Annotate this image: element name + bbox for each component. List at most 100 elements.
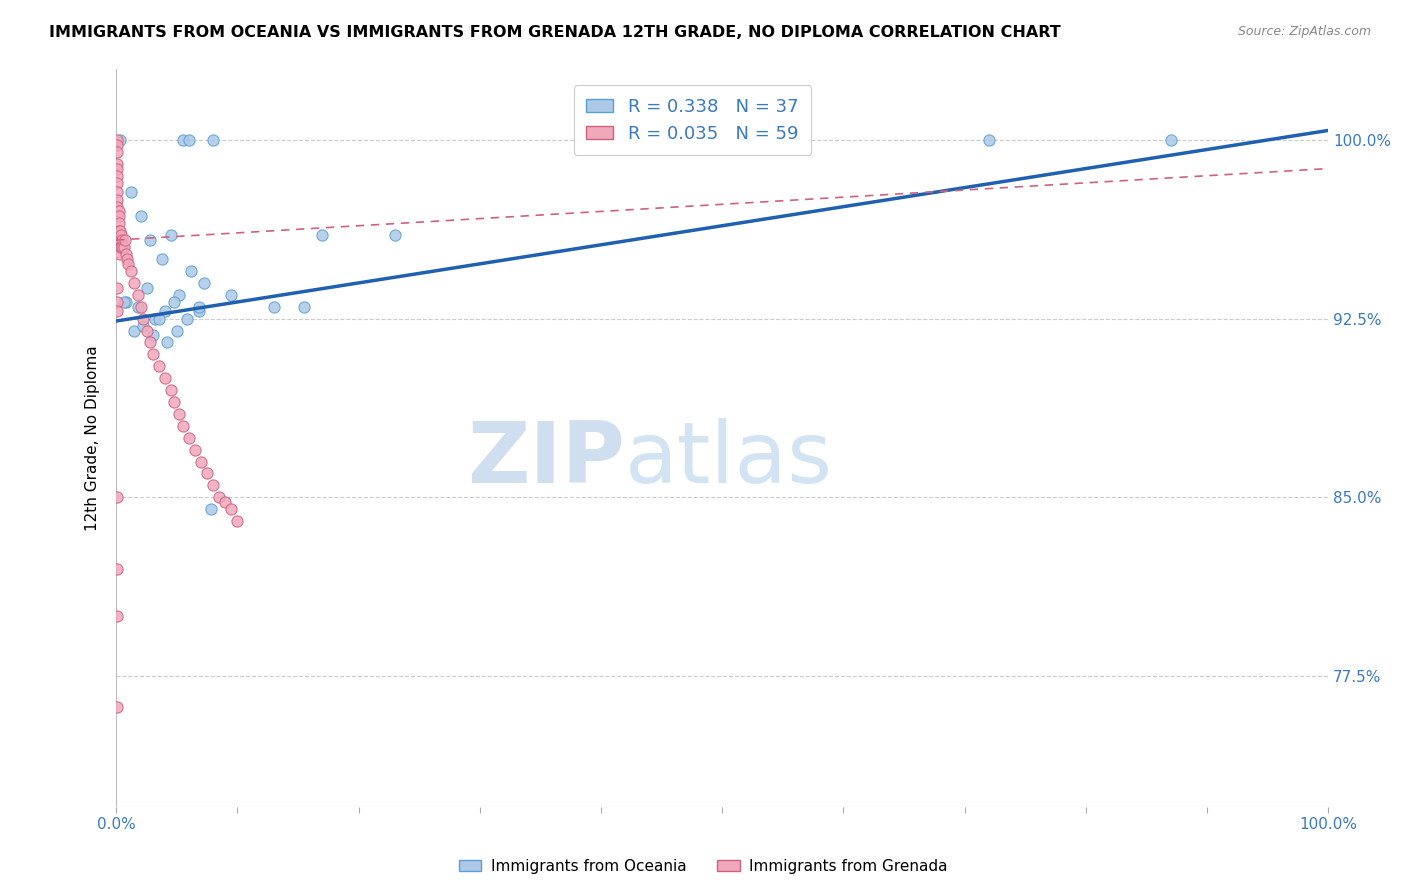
Point bbox=[148, 359, 170, 374]
Text: IMMIGRANTS FROM OCEANIA VS IMMIGRANTS FROM GRENADA 12TH GRADE, NO DIPLOMA CORREL: IMMIGRANTS FROM OCEANIA VS IMMIGRANTS FR… bbox=[49, 25, 1062, 40]
Point bbox=[143, 311, 166, 326]
Point bbox=[195, 467, 218, 481]
Point bbox=[110, 240, 132, 254]
Point bbox=[156, 335, 179, 350]
Point bbox=[115, 247, 138, 261]
Point bbox=[169, 288, 191, 302]
Point bbox=[115, 252, 138, 266]
Point bbox=[108, 133, 131, 147]
Point bbox=[112, 240, 135, 254]
Point bbox=[177, 431, 200, 445]
Point bbox=[107, 228, 129, 243]
Point bbox=[115, 295, 138, 310]
Point bbox=[107, 562, 129, 576]
Point bbox=[117, 257, 139, 271]
Point bbox=[163, 295, 186, 310]
Legend: Immigrants from Oceania, Immigrants from Grenada: Immigrants from Oceania, Immigrants from… bbox=[453, 853, 953, 880]
Point bbox=[589, 133, 612, 147]
Point bbox=[142, 328, 165, 343]
Point bbox=[263, 300, 285, 314]
Point bbox=[180, 264, 202, 278]
Point bbox=[132, 318, 155, 333]
Point bbox=[159, 383, 181, 397]
Point bbox=[107, 491, 129, 505]
Point bbox=[977, 133, 1000, 147]
Point bbox=[127, 288, 149, 302]
Point bbox=[169, 407, 191, 421]
Point bbox=[150, 252, 173, 266]
Point bbox=[107, 137, 129, 152]
Point bbox=[153, 371, 176, 385]
Point bbox=[112, 295, 135, 310]
Point bbox=[159, 228, 181, 243]
Point bbox=[184, 442, 207, 457]
Point bbox=[221, 502, 243, 516]
Point bbox=[214, 495, 236, 509]
Point bbox=[148, 311, 170, 326]
Point bbox=[107, 157, 129, 171]
Point bbox=[129, 300, 152, 314]
Point bbox=[107, 204, 129, 219]
Point bbox=[129, 209, 152, 223]
Point bbox=[127, 300, 149, 314]
Point bbox=[187, 304, 209, 318]
Point bbox=[124, 324, 146, 338]
Y-axis label: 12th Grade, No Diploma: 12th Grade, No Diploma bbox=[86, 345, 100, 531]
Point bbox=[107, 700, 129, 714]
Point bbox=[226, 514, 249, 528]
Point bbox=[108, 223, 131, 237]
Point bbox=[142, 347, 165, 361]
Point bbox=[132, 311, 155, 326]
Point bbox=[208, 491, 231, 505]
Point bbox=[177, 133, 200, 147]
Point bbox=[221, 288, 243, 302]
Point bbox=[114, 233, 136, 247]
Point bbox=[202, 478, 225, 492]
Point bbox=[108, 247, 131, 261]
Point bbox=[107, 200, 129, 214]
Point bbox=[311, 228, 333, 243]
Point bbox=[107, 281, 129, 295]
Point bbox=[107, 186, 129, 200]
Text: Source: ZipAtlas.com: Source: ZipAtlas.com bbox=[1237, 25, 1371, 38]
Point bbox=[111, 233, 134, 247]
Point bbox=[1160, 133, 1182, 147]
Point bbox=[107, 133, 129, 147]
Point bbox=[202, 133, 225, 147]
Point bbox=[107, 223, 129, 237]
Point bbox=[107, 161, 129, 176]
Point bbox=[153, 304, 176, 318]
Point bbox=[124, 276, 146, 290]
Text: ZIP: ZIP bbox=[468, 418, 626, 501]
Point bbox=[200, 502, 222, 516]
Point bbox=[176, 311, 198, 326]
Legend: R = 0.338   N = 37, R = 0.035   N = 59: R = 0.338 N = 37, R = 0.035 N = 59 bbox=[574, 85, 811, 155]
Text: atlas: atlas bbox=[626, 418, 834, 501]
Point bbox=[190, 454, 212, 468]
Point bbox=[107, 304, 129, 318]
Point bbox=[107, 145, 129, 159]
Point bbox=[107, 193, 129, 207]
Point bbox=[187, 300, 209, 314]
Point bbox=[108, 233, 131, 247]
Point bbox=[135, 324, 157, 338]
Point bbox=[108, 240, 131, 254]
Point bbox=[384, 228, 406, 243]
Point bbox=[107, 233, 129, 247]
Point bbox=[193, 276, 215, 290]
Point bbox=[120, 264, 142, 278]
Point bbox=[135, 281, 157, 295]
Point bbox=[139, 233, 162, 247]
Point bbox=[107, 295, 129, 310]
Point bbox=[107, 176, 129, 190]
Point bbox=[120, 186, 142, 200]
Point bbox=[172, 418, 194, 433]
Point bbox=[292, 300, 315, 314]
Point bbox=[111, 240, 134, 254]
Point bbox=[172, 133, 194, 147]
Point bbox=[166, 324, 188, 338]
Point bbox=[107, 216, 129, 230]
Point bbox=[107, 609, 129, 624]
Point bbox=[107, 209, 129, 223]
Point bbox=[107, 169, 129, 183]
